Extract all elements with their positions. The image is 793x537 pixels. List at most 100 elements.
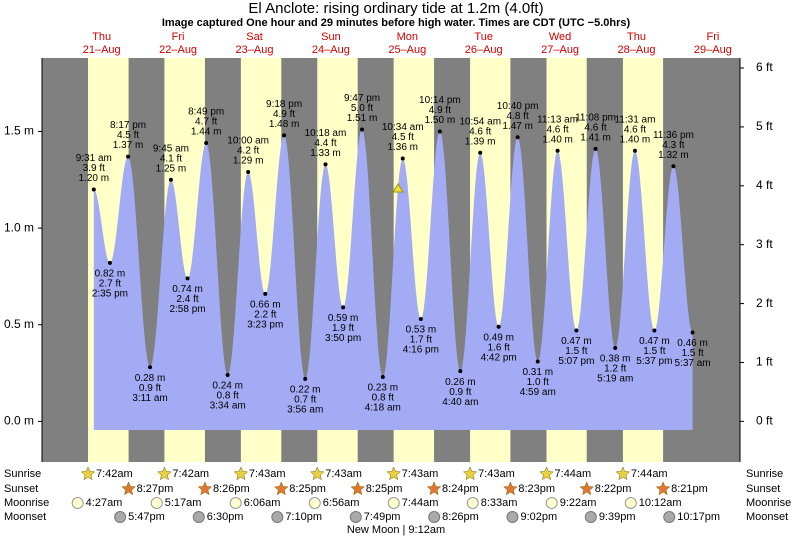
tide-extreme	[185, 276, 190, 281]
sunrise-icon	[615, 466, 631, 481]
tide-extreme	[303, 376, 308, 381]
row-time: 7:49pm	[364, 511, 401, 523]
extreme-label: 1.20 m	[79, 173, 110, 184]
sunrise-icon	[462, 466, 478, 481]
extreme-label: 5:37 am	[675, 358, 711, 369]
extreme-label: 0.74 m	[172, 284, 203, 295]
extreme-label: 9:18 pm	[266, 99, 302, 110]
sunrise-icon	[80, 466, 96, 481]
row-time: 9:22am	[560, 497, 597, 509]
chart-subtitle: Image captured One hour and 29 minutes b…	[162, 17, 631, 29]
row-time: 7:44am	[555, 468, 592, 480]
row-time: 7:43am	[249, 468, 286, 480]
weekday-label: Mon	[397, 31, 418, 43]
extreme-label: 2.4 ft	[176, 294, 198, 305]
tide-extreme	[380, 374, 385, 379]
extreme-label: 11:13 am	[537, 114, 578, 125]
extreme-label: 1.40 m	[620, 134, 651, 145]
y2-tick-label: 5 ft	[756, 119, 773, 133]
chart-title: El Anclote: rising ordinary tide at 1.2m…	[248, 0, 543, 17]
extreme-label: 2:35 pm	[92, 289, 128, 300]
extreme-label: 0.23 m	[367, 383, 398, 394]
extreme-label: 1.37 m	[113, 140, 144, 151]
extreme-label: 1.6 ft	[488, 342, 510, 353]
tide-extreme	[225, 373, 230, 378]
row-time: 8:21pm	[671, 483, 708, 495]
row-time: 6:06am	[244, 497, 281, 509]
extreme-label: 4.4 ft	[314, 138, 336, 149]
extreme-label: 5:07 pm	[558, 356, 594, 367]
row-label-left: Moonrise	[4, 497, 49, 509]
date-label: 28–Aug	[618, 44, 656, 56]
extreme-label: 11:08 pm	[575, 112, 616, 123]
extreme-label: 4:40 am	[442, 397, 478, 408]
row-time: 7:43am	[325, 468, 362, 480]
extreme-label: 0.82 m	[95, 269, 126, 280]
extreme-label: 1.40 m	[542, 134, 573, 145]
extreme-label: 1.25 m	[156, 163, 187, 174]
extreme-label: 0.47 m	[561, 336, 592, 347]
extreme-label: 4.6 ft	[624, 124, 646, 135]
extreme-label: 3:23 pm	[247, 319, 283, 330]
extreme-label: 2.2 ft	[254, 309, 276, 320]
tide-extreme	[323, 162, 328, 167]
weekday-label: Thu	[92, 31, 111, 43]
row-label-left: Moonset	[4, 511, 46, 523]
extreme-label: 0.22 m	[290, 385, 321, 396]
tide-extreme	[341, 305, 346, 310]
sunrise-icon	[539, 466, 554, 481]
tide-extreme	[458, 369, 463, 374]
row-time: 8:24pm	[442, 483, 479, 495]
extreme-label: 0.53 m	[406, 325, 437, 336]
row-time: 7:43am	[402, 468, 439, 480]
y-tick-label: 1.0 m	[4, 220, 34, 234]
tide-extreme	[515, 135, 520, 140]
row-time: 5:17am	[165, 497, 202, 509]
extreme-label: 4.9 ft	[429, 105, 451, 116]
date-label: 21–Aug	[83, 44, 121, 56]
tide-extreme	[148, 365, 153, 370]
extreme-label: 0.28 m	[135, 373, 166, 384]
extreme-label: 0.26 m	[445, 377, 476, 388]
date-label: 24–Aug	[312, 44, 350, 56]
extreme-label: 10:18 am	[305, 128, 347, 139]
extreme-label: 4:42 pm	[481, 352, 517, 363]
extreme-label: 0.8 ft	[372, 393, 394, 404]
extreme-label: 1.41 m	[580, 132, 611, 143]
row-time: 10:17pm	[677, 511, 720, 523]
extreme-label: 10:14 pm	[419, 95, 461, 106]
row-time: 6:30pm	[207, 511, 244, 523]
extreme-label: 4.2 ft	[237, 146, 259, 157]
extreme-label: 1.44 m	[191, 127, 222, 138]
extreme-label: 4:18 am	[365, 403, 401, 414]
tide-extreme	[690, 330, 695, 335]
tide-extreme	[613, 345, 618, 350]
y-tick-label: 1.5 m	[4, 124, 34, 138]
moonset-icon	[114, 511, 127, 523]
tide-extreme	[555, 148, 560, 153]
y2-tick-label: 0 ft	[756, 414, 773, 428]
tide-extreme	[204, 141, 209, 146]
extreme-label: 0.59 m	[328, 313, 359, 324]
weekday-label: Wed	[549, 31, 571, 43]
moonset-icon	[349, 511, 362, 523]
extreme-label: 1.48 m	[269, 119, 300, 130]
extreme-label: 3:34 am	[210, 401, 246, 412]
sunset-icon	[121, 481, 136, 496]
moonset-icon	[428, 511, 441, 523]
extreme-label: 1.32 m	[658, 150, 689, 161]
extreme-label: 4.9 ft	[273, 109, 295, 120]
date-label: 22–Aug	[159, 44, 197, 56]
extreme-label: 4.6 ft	[469, 126, 491, 137]
extreme-label: 9:31 am	[76, 153, 112, 164]
row-time: 7:10pm	[285, 511, 322, 523]
extreme-label: 1.29 m	[233, 156, 264, 167]
y2-tick-label: 2 ft	[756, 296, 773, 310]
moon-phase: New Moon | 9:12am	[347, 524, 445, 536]
extreme-label: 1.0 ft	[527, 377, 549, 388]
row-time: 6:56am	[323, 497, 360, 509]
row-time: 8:25pm	[366, 483, 403, 495]
extreme-label: 1.50 m	[425, 115, 456, 126]
extreme-label: 4.5 ft	[392, 132, 414, 143]
